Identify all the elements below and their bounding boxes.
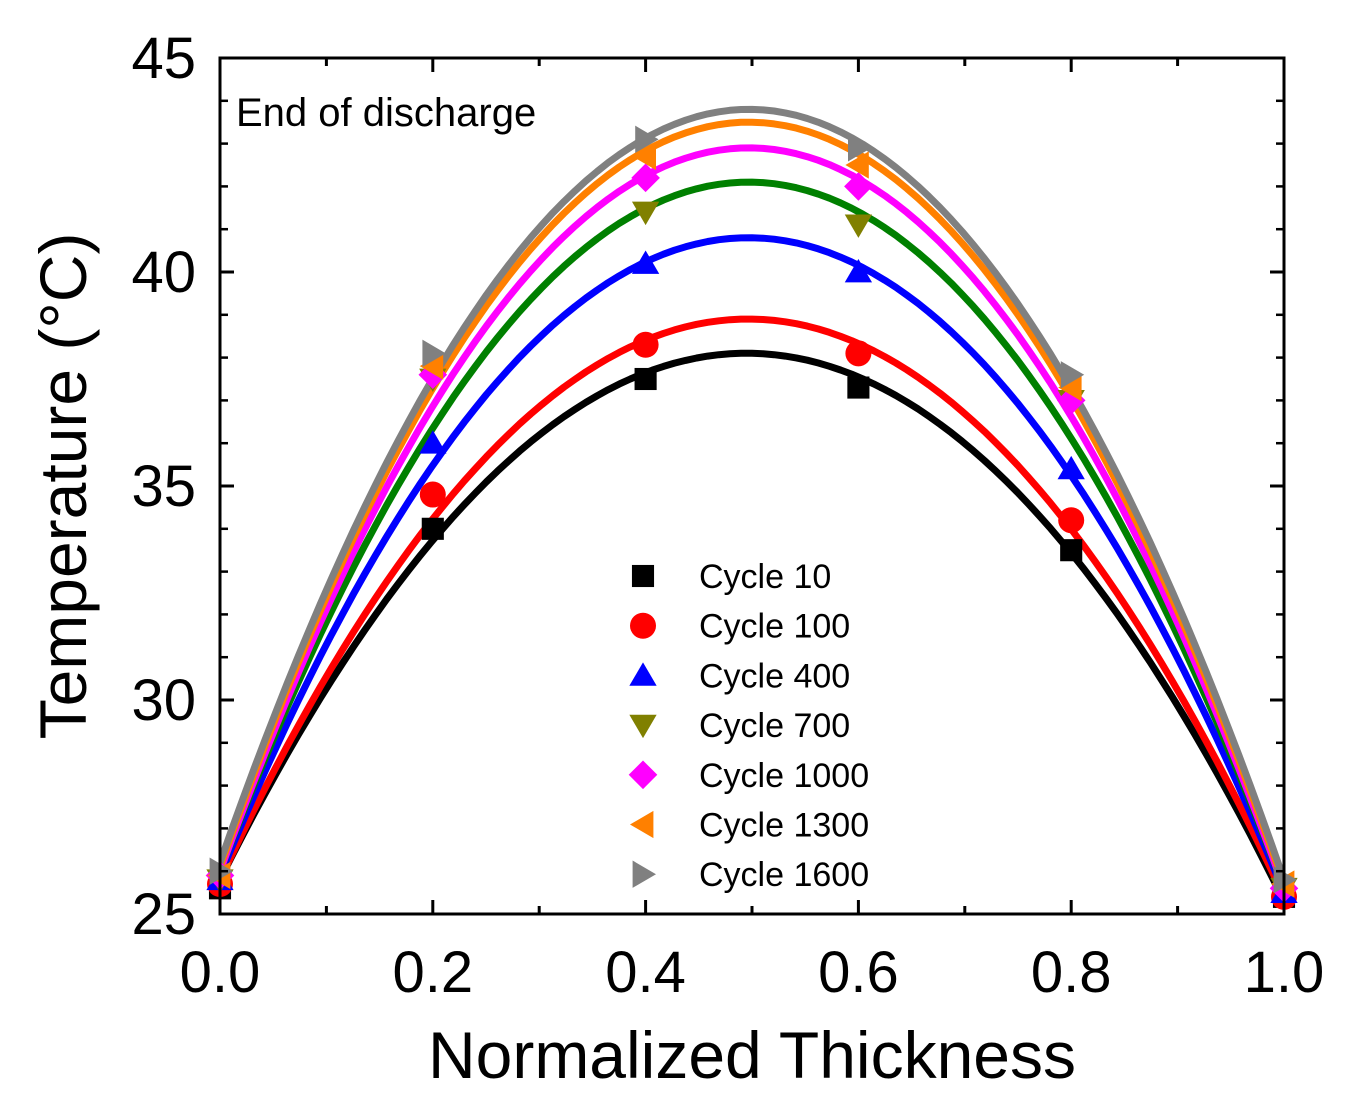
legend-label: Cycle 1300 — [699, 807, 869, 845]
legend-marker — [632, 860, 656, 888]
data-point — [631, 250, 660, 274]
data-point — [422, 339, 446, 367]
y-tick-label: 45 — [131, 26, 196, 91]
legend-marker — [630, 612, 656, 639]
legend-label: Cycle 1600 — [699, 856, 869, 894]
fit-line — [220, 349, 1284, 910]
x-tick-label: 0.4 — [605, 940, 686, 1005]
x-tick-label: 0.0 — [180, 940, 261, 1005]
x-tick-label: 0.2 — [392, 940, 473, 1005]
y-tick-label: 40 — [131, 240, 196, 305]
data-point — [1060, 539, 1083, 562]
data-point — [847, 376, 870, 399]
fit-line — [220, 178, 1284, 899]
data-point — [631, 163, 660, 193]
fit-line — [220, 144, 1284, 899]
data-point — [1058, 373, 1082, 402]
data-point — [632, 142, 656, 171]
legend-marker — [629, 714, 657, 739]
legend-marker — [629, 662, 657, 686]
x-axis-title: Normalized Thickness — [428, 1018, 1076, 1092]
y-tick-label: 25 — [131, 882, 196, 947]
data-point — [634, 367, 657, 391]
y-tick-label: 30 — [131, 668, 196, 733]
legend-label: Cycle 700 — [699, 707, 850, 745]
data-point — [419, 430, 447, 454]
y-tick-label: 35 — [131, 454, 196, 519]
legend-label: Cycle 100 — [699, 608, 850, 646]
fit-line — [220, 234, 1284, 903]
legend-marker — [628, 760, 658, 790]
data-point — [844, 172, 873, 201]
data-point — [848, 134, 872, 162]
y-axis-title: Temperature (°C) — [26, 233, 100, 740]
data-point — [844, 259, 873, 283]
data-point — [631, 201, 660, 226]
data-markers — [205, 125, 1299, 910]
fit-curves — [220, 105, 1284, 910]
legend-marker — [631, 564, 655, 588]
data-point — [632, 331, 659, 358]
x-tick-label: 0.6 — [818, 940, 899, 1005]
fit-line — [220, 105, 1284, 891]
data-point — [635, 125, 659, 153]
legend-label: Cycle 10 — [699, 558, 831, 596]
data-point — [1058, 507, 1085, 534]
fit-line — [220, 118, 1284, 895]
data-point — [844, 214, 873, 238]
legend-label: Cycle 1000 — [699, 757, 869, 795]
legend: Cycle 10 Cycle 100 Cycle 400 Cycle 700 Cycle… — [628, 558, 869, 894]
annotation-text: End of discharge — [236, 91, 536, 135]
data-point — [1060, 361, 1085, 389]
data-point — [421, 517, 444, 540]
data-point — [419, 352, 444, 380]
data-point — [845, 151, 869, 179]
data-point — [845, 340, 872, 367]
data-point — [419, 481, 446, 508]
fit-line — [220, 315, 1284, 906]
x-tick-label: 1.0 — [1244, 940, 1325, 1005]
x-tick-label: 0.8 — [1031, 940, 1112, 1005]
data-point — [1057, 455, 1085, 480]
legend-marker — [630, 810, 654, 839]
axes: 0.0 0.2 0.4 0.6 0.8 1.0 25 30 35 40 45 — [131, 26, 1324, 1005]
legend-label: Cycle 400 — [699, 657, 850, 695]
